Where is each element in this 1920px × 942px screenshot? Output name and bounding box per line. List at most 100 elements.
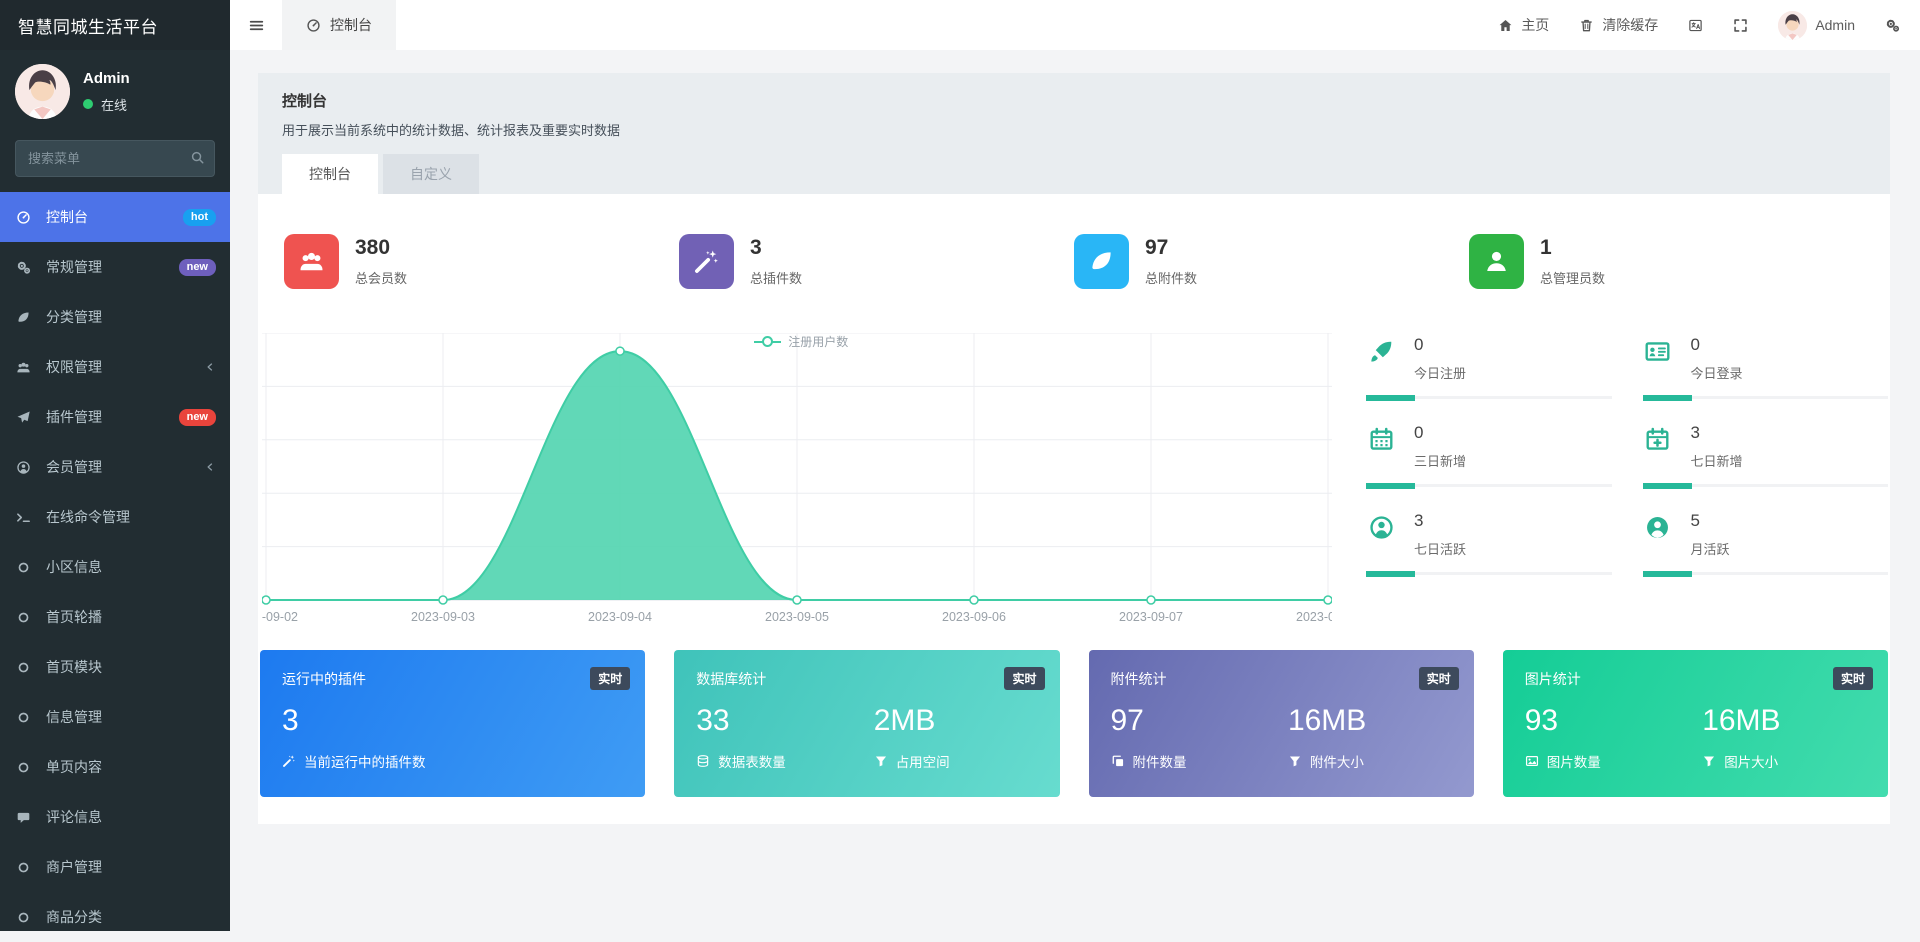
card-metric: 33 数据表数量 — [696, 704, 873, 771]
image-icon — [1525, 754, 1539, 768]
cogs-icon — [14, 260, 33, 275]
user-circle-icon — [1366, 511, 1396, 558]
card-metric: 16MB 图片大小 — [1702, 704, 1866, 771]
registrations-chart: 2023-09-02 2023-09-03 2023-09-04 2023-09-05… — [262, 333, 1332, 633]
mini-stat-label: 七日新增 — [1690, 454, 1743, 469]
sidebar-item-在线命令管理[interactable]: 在线命令管理 — [0, 492, 230, 542]
clear-cache-button[interactable]: 清除缓存 — [1579, 15, 1658, 35]
mini-stat-value: 5 — [1690, 511, 1700, 530]
cogs-icon — [1885, 18, 1900, 33]
page-header: 控制台 用于展示当前系统中的统计数据、统计报表及重要实时数据 控制台 自定义 — [258, 73, 1890, 194]
rocket-icon — [1366, 335, 1396, 382]
sidebar-item-信息管理[interactable]: 信息管理 — [0, 692, 230, 742]
sidebar-toggle-button[interactable] — [230, 0, 282, 50]
card-metric-value: 2MB — [873, 704, 936, 737]
stat-总会员数: 380 总会员数 — [284, 234, 679, 289]
card-metric: 97 附件数量 — [1111, 704, 1288, 771]
sidebar-item-插件管理[interactable]: 插件管理 new — [0, 392, 230, 442]
sidebar-item-label: 控制台 — [46, 209, 88, 225]
card-metric-value: 3 — [282, 704, 299, 737]
stat-label: 总管理员数 — [1540, 271, 1606, 286]
user-circle-filled-icon — [1643, 511, 1673, 558]
stat-label: 总会员数 — [355, 271, 408, 286]
chart-section: 2023-09-02 2023-09-03 2023-09-04 2023-09-05… — [258, 333, 1890, 633]
home-link[interactable]: 主页 — [1498, 15, 1549, 35]
card-metric-value: 16MB — [1287, 704, 1367, 737]
realtime-card-运行中的插件: 运行中的插件 实时 3 当前运行中的插件数 — [260, 650, 646, 797]
online-status-dot — [83, 99, 93, 109]
mini-stat-value: 0 — [1414, 423, 1424, 442]
sidebar-menu: 控制台 hot 常规管理 new 分类管理 权限管理 插件管理 new 会员管理在线命令管理小区… — [0, 192, 230, 942]
card-metric-value: 97 — [1110, 704, 1144, 737]
mini-stat-progress — [1642, 482, 1888, 489]
legend-marker-icon — [754, 336, 782, 347]
card-metric-label-text: 附件数量 — [1132, 755, 1187, 770]
language-icon — [1688, 18, 1703, 33]
realtime-badge: 实时 — [590, 667, 631, 690]
mini-stat-text: 3 七日活跃 — [1414, 511, 1466, 558]
home-icon — [1498, 18, 1513, 33]
tab-dashboard[interactable]: 控制台 — [282, 0, 396, 50]
mini-stat-七日新增: 3 七日新增 — [1642, 423, 1889, 489]
chart-legend[interactable]: 注册用户数 — [754, 333, 848, 350]
card-title: 运行中的插件 — [282, 671, 366, 687]
stat-text: 1 总管理员数 — [1540, 236, 1605, 287]
sidebar-item-控制台[interactable]: 控制台 hot — [0, 192, 230, 242]
card-metric-label: 附件大小 — [1288, 751, 1452, 771]
sidebar-item-常规管理[interactable]: 常规管理 new — [0, 242, 230, 292]
sidebar-item-单页内容[interactable]: 单页内容 — [0, 742, 230, 792]
comment-icon — [14, 810, 33, 825]
sidebar-item-首页模块[interactable]: 首页模块 — [0, 642, 230, 692]
circle-icon — [14, 760, 33, 775]
tab-自定义[interactable]: 自定义 — [383, 154, 479, 194]
mini-stat-top: 0 今日登录 — [1643, 335, 1889, 382]
mini-stat-top: 3 七日新增 — [1643, 423, 1889, 470]
fullscreen-button[interactable] — [1733, 18, 1748, 33]
sidebar-item-权限管理[interactable]: 权限管理 — [0, 342, 230, 392]
settings-button[interactable] — [1885, 18, 1900, 33]
card-values: 33 数据表数量 2MB 占用空间 — [696, 704, 1037, 771]
calendar-icon — [1366, 423, 1396, 470]
menu-badge: hot — [182, 208, 216, 226]
sidebar-item-label: 在线命令管理 — [46, 509, 130, 525]
card-metric-label: 数据表数量 — [696, 751, 873, 771]
mini-stat-月活跃: 5 月活跃 — [1642, 511, 1888, 577]
filter-icon — [1702, 754, 1716, 768]
topbar-actions: 主页 清除缓存 Admin — [1498, 0, 1920, 50]
search-input[interactable] — [15, 140, 215, 177]
sidebar-item-小区信息[interactable]: 小区信息 — [0, 542, 230, 592]
mini-stat-今日登录: 0 今日登录 — [1642, 335, 1889, 401]
sidebar-item-分类管理[interactable]: 分类管理 — [0, 292, 230, 342]
realtime-badge: 实时 — [1832, 667, 1873, 690]
mini-stat-label: 今日注册 — [1414, 366, 1467, 381]
sidebar-item-label: 首页模块 — [46, 659, 102, 675]
card-metric-label-text: 当前运行中的插件数 — [304, 755, 426, 770]
card-metric-label: 附件数量 — [1111, 751, 1288, 771]
circle-icon — [14, 910, 33, 925]
tab-控制台[interactable]: 控制台 — [282, 154, 378, 194]
users-icon — [284, 234, 339, 289]
svg-text:2023-09-07: 2023-09-07 — [1119, 610, 1183, 624]
mini-stat-text: 5 月活跃 — [1691, 511, 1730, 558]
stat-value: 1 — [1540, 236, 1552, 259]
card-values: 3 当前运行中的插件数 — [282, 704, 623, 771]
card-metric-label: 占用空间 — [874, 751, 1038, 771]
sidebar-item-label: 会员管理 — [46, 459, 102, 475]
mini-stat-progress — [1366, 482, 1612, 489]
page-tabs: 控制台 自定义 — [282, 154, 1866, 194]
sidebar-item-首页轮播[interactable]: 首页轮播 — [0, 592, 230, 642]
sidebar-item-评论信息[interactable]: 评论信息 — [0, 792, 230, 842]
sidebar-item-商户管理[interactable]: 商户管理 — [0, 842, 230, 892]
leaf-icon — [1074, 234, 1129, 289]
svg-text:2023-09-03: 2023-09-03 — [411, 610, 475, 624]
sidebar-item-会员管理[interactable]: 会员管理 — [0, 442, 230, 492]
sidebar-item-label: 首页轮播 — [46, 609, 102, 625]
mini-stat-label: 今日登录 — [1690, 366, 1743, 381]
card-metric: 93 图片数量 — [1525, 704, 1702, 771]
language-button[interactable] — [1688, 18, 1703, 33]
sidebar-item-商品分类[interactable]: 商品分类 — [0, 892, 230, 942]
users-icon — [14, 360, 33, 375]
user-menu[interactable]: Admin — [1778, 10, 1855, 40]
stat-value: 97 — [1145, 236, 1169, 259]
circle-icon — [14, 560, 33, 575]
